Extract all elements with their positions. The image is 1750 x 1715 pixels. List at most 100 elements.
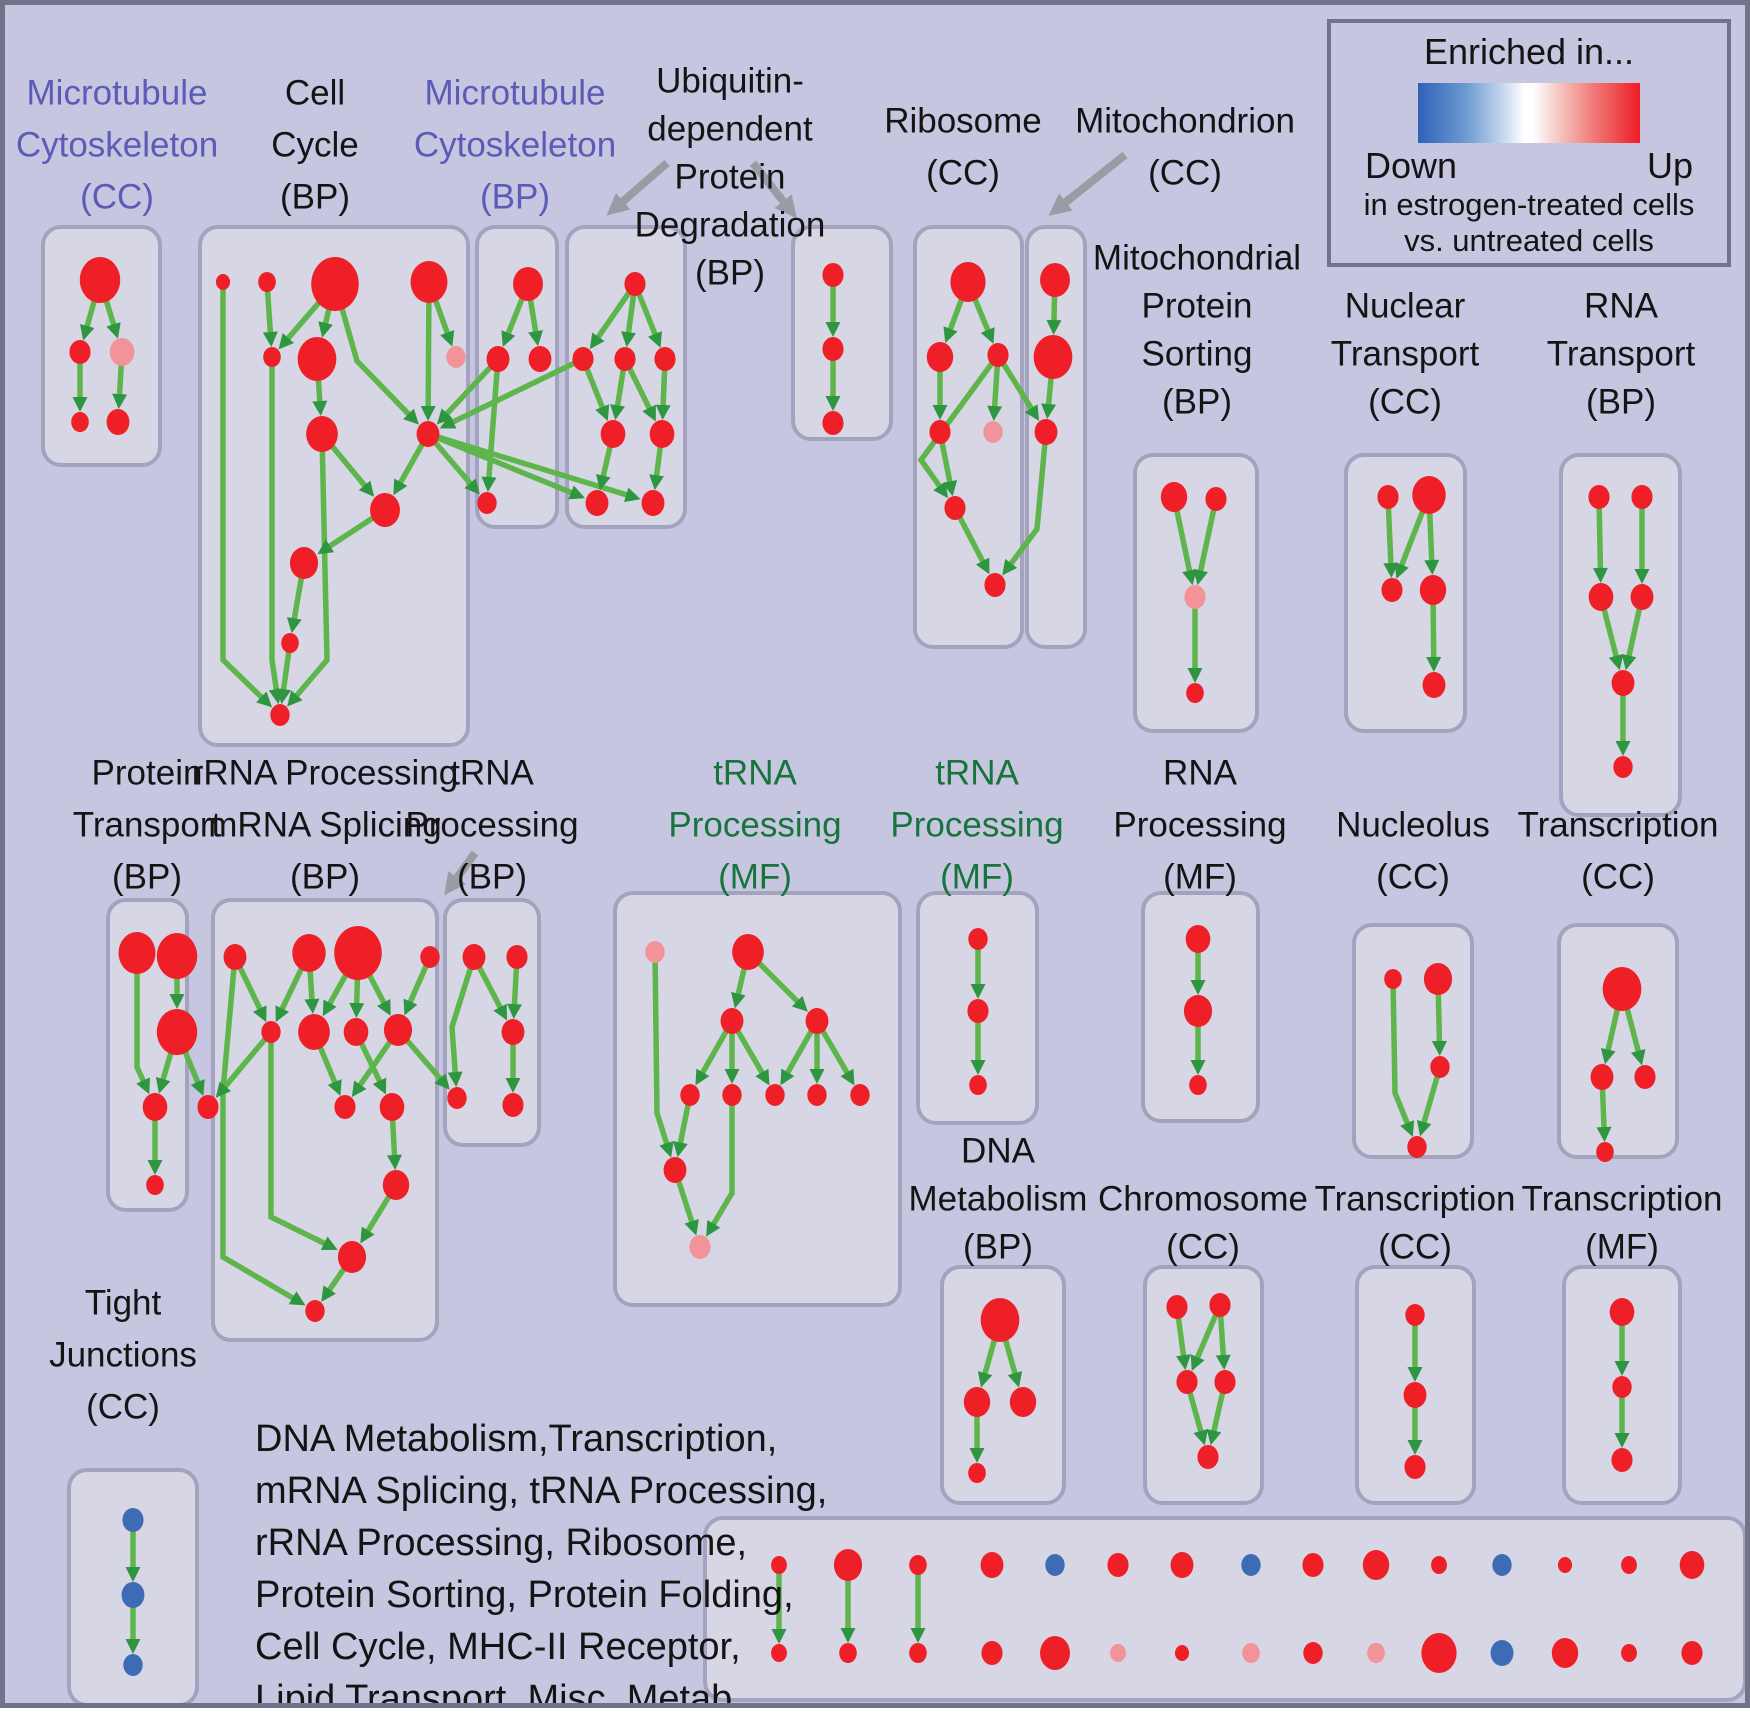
go-term-node-xt5 (1045, 1554, 1065, 1576)
legend-downup-row: Down Up (1331, 145, 1727, 187)
cluster-box-ribosome-cc (913, 225, 1024, 649)
legend-title: Enriched in... (1423, 31, 1635, 72)
cluster-label: Transport (73, 805, 222, 844)
hierarchy-edge (1193, 496, 1219, 586)
go-term-node-o2 (969, 1075, 987, 1095)
cluster-box-chromosome-cc (1143, 1265, 1264, 1505)
hierarchy-edge (652, 949, 674, 1158)
hierarchy-edge (706, 1092, 735, 1237)
legend-subtitle-1: in estrogen-treated cells (1363, 187, 1695, 222)
go-term-node-b3 (410, 261, 448, 303)
go-term-node-xt7 (1170, 1552, 1194, 1578)
go-term-node-h1 (1205, 487, 1227, 511)
go-term-node-t1 (1209, 1293, 1231, 1317)
go-term-node-xb10 (1367, 1643, 1385, 1663)
go-term-node-n2 (720, 1008, 744, 1034)
hierarchy-edge (447, 954, 477, 1088)
go-term-node-xb9 (1303, 1642, 1323, 1664)
go-term-node-j2 (1588, 583, 1614, 611)
cluster-label: Metabolism (909, 1179, 1088, 1218)
cluster-label: Nuclear (1345, 286, 1466, 325)
go-term-node-m0 (462, 944, 486, 970)
go-term-node-b10 (289, 547, 319, 579)
cluster-box-nucleolus-cc (1352, 923, 1474, 1159)
go-term-node-u0 (1405, 1304, 1425, 1326)
cluster-label: (CC) (1166, 1227, 1240, 1266)
legend-gradient-bar (1418, 83, 1640, 143)
go-term-node-q0 (1384, 969, 1402, 989)
go-term-node-q2 (1430, 1056, 1450, 1078)
go-term-node-xt8 (1241, 1554, 1261, 1576)
go-term-node-s1 (963, 1387, 991, 1417)
cluster-label: (MF) (1163, 857, 1237, 896)
hierarchy-edge (436, 356, 501, 425)
go-term-node-xt13 (1557, 1557, 1573, 1573)
cluster-label: Processing (668, 805, 841, 844)
go-term-node-l1 (292, 934, 326, 972)
cluster-label: Transcription (1315, 1179, 1516, 1218)
go-term-node-l5 (298, 1014, 330, 1050)
cluster-box-transcription-cc-mid (1557, 923, 1679, 1159)
cluster-label: (CC) (1368, 382, 1442, 421)
go-term-node-n7 (807, 1084, 827, 1106)
go-term-node-l8 (197, 1095, 219, 1119)
go-term-node-xb7 (1174, 1645, 1190, 1661)
cluster-label: Mitochondrion (1075, 101, 1295, 140)
go-term-node-i1 (1412, 476, 1446, 514)
cluster-box-microtubule-cytoskeleton-cc (41, 225, 162, 467)
cluster-label: Ribosome (884, 101, 1042, 140)
go-term-node-j3 (1630, 584, 1654, 610)
cluster-label: (CC) (1376, 857, 1450, 896)
go-term-node-v2 (1611, 1448, 1633, 1472)
go-term-node-m3 (447, 1087, 467, 1109)
go-term-node-b9 (370, 493, 400, 527)
go-term-node-o0 (968, 928, 988, 950)
go-term-node-l7 (383, 1014, 413, 1046)
go-term-node-n3 (805, 1008, 829, 1034)
go-term-node-k2 (156, 1009, 198, 1055)
cluster-box-ubiquitin-degradation-bp-left (565, 225, 687, 529)
cluster-label: Protein (1142, 286, 1253, 325)
go-term-node-m1 (506, 945, 528, 969)
cluster-label: Transcription (1518, 805, 1719, 844)
go-term-node-b1 (258, 272, 276, 292)
go-term-node-v1 (1612, 1376, 1632, 1398)
cluster-label: (CC) (86, 1387, 160, 1426)
network-canvas: Microtubule Cytoskeleton (CC) Cell Cycle (BP)… (16, 61, 1745, 1703)
go-term-node-xt4 (980, 1552, 1004, 1578)
go-term-node-j0 (1588, 485, 1610, 509)
go-term-node-e0 (822, 263, 844, 287)
go-term-node-n4 (680, 1084, 700, 1106)
cluster-box-nuclear-transport-cc (1344, 453, 1467, 733)
go-term-node-xt3 (909, 1555, 927, 1575)
cluster-label: Ubiquitin- (656, 61, 804, 100)
go-term-node-u2 (1404, 1455, 1426, 1479)
go-term-node-f3 (929, 420, 951, 444)
go-term-node-xb1 (771, 1644, 787, 1662)
hierarchy-edge (134, 950, 150, 1095)
go-term-node-h0 (1160, 482, 1188, 512)
go-term-node-p0 (1185, 925, 1211, 953)
go-term-node-xb8 (1242, 1643, 1260, 1663)
cluster-label: (BP) (695, 253, 765, 292)
cluster-label: Microtubule (425, 73, 606, 112)
cluster-label: (BP) (1586, 382, 1656, 421)
go-term-node-l11 (382, 1170, 410, 1200)
go-term-node-a2 (109, 338, 135, 366)
label-pointer-arrow (749, 160, 797, 219)
go-term-node-b0 (215, 274, 231, 290)
go-term-node-a0 (79, 257, 121, 303)
go-term-node-s2 (1009, 1387, 1037, 1417)
go-term-node-c0 (513, 267, 543, 301)
go-term-node-f4 (983, 421, 1003, 443)
go-term-node-f0 (950, 262, 986, 302)
go-term-node-xt15 (1679, 1551, 1705, 1579)
go-term-node-k4 (146, 1175, 164, 1195)
go-term-node-xb5 (1040, 1636, 1070, 1670)
cluster-label: Transport (1547, 334, 1696, 373)
cluster-label: tRNA (935, 753, 1019, 792)
go-term-node-g1 (1033, 335, 1073, 379)
note-line-4: Protein Sorting, Protein Folding, (255, 1574, 794, 1616)
cluster-label: (CC) (1378, 1227, 1452, 1266)
cluster-label: Processing (890, 805, 1063, 844)
